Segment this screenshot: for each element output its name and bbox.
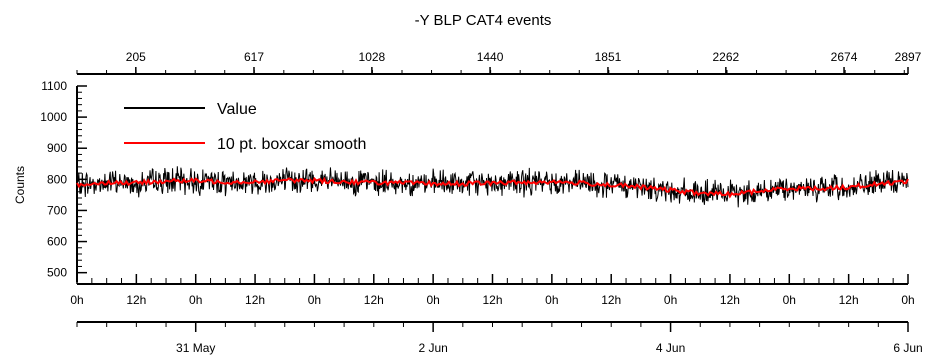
top-tick-label: 1440	[477, 50, 504, 64]
x-tick-label: 12h	[126, 293, 146, 307]
chart-title: -Y BLP CAT4 events	[415, 12, 552, 29]
top-tick-label: 1851	[595, 50, 622, 64]
x-tick-label: 0h	[664, 293, 677, 307]
x-tick-label: 12h	[364, 293, 384, 307]
y-tick-label: 600	[47, 235, 67, 249]
y-axis-label: Counts	[13, 166, 27, 204]
x-tick-label: 12h	[245, 293, 265, 307]
legend: Value 10 pt. boxcar smooth	[124, 101, 366, 153]
x-tick-label: 12h	[482, 293, 502, 307]
top-tick-label: 2262	[712, 50, 739, 64]
x-tick-label: 0h	[70, 293, 83, 307]
date-tick-label: 4 Jun	[656, 341, 685, 355]
legend-label-value: Value	[217, 101, 257, 118]
x-tick-label: 0h	[901, 293, 914, 307]
x-tick-label: 12h	[839, 293, 859, 307]
legend-label-smooth: 10 pt. boxcar smooth	[217, 136, 366, 153]
y-tick-label: 500	[47, 266, 67, 280]
date-tick-label: 6 Jun	[893, 341, 922, 355]
y-tick-label: 800	[47, 172, 67, 186]
x-tick-label: 12h	[601, 293, 621, 307]
x-tick-label: 0h	[545, 293, 558, 307]
series-layer	[76, 166, 909, 208]
y-tick-label: 700	[47, 203, 67, 217]
date-tick-label: 2 Jun	[418, 341, 447, 355]
top-tick-label: 2674	[831, 50, 858, 64]
y-tick-label: 900	[47, 141, 67, 155]
x-tick-label: 0h	[189, 293, 202, 307]
x-tick-label: 0h	[426, 293, 439, 307]
series-smooth-line	[76, 176, 909, 199]
x-tick-label: 12h	[720, 293, 740, 307]
top-tick-label: 2897	[895, 50, 922, 64]
y-tick-label: 1100	[41, 79, 67, 93]
top-tick-label: 617	[244, 50, 264, 64]
series-value-line	[76, 166, 909, 208]
axes: 500 600 700 800 900 1000 1100 205 617 1028 1440 185…	[40, 50, 922, 355]
x-tick-label: 0h	[308, 293, 321, 307]
y-tick-label: 1000	[40, 110, 67, 124]
top-tick-label: 205	[126, 50, 146, 64]
x-tick-label: 0h	[783, 293, 796, 307]
date-tick-label: 31 May	[176, 341, 215, 355]
top-tick-label: 1028	[359, 50, 386, 64]
